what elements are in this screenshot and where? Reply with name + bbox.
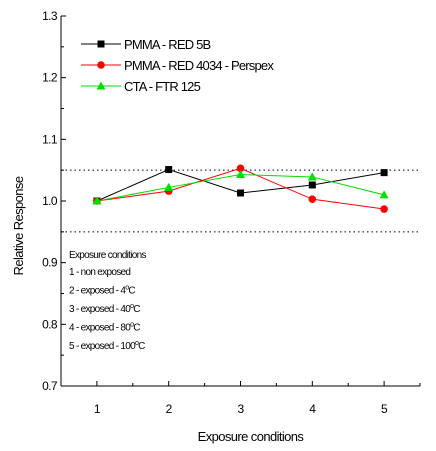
y-tick-label: 0.9: [42, 256, 58, 270]
x-tick-label: 4: [309, 402, 316, 416]
y-axis-title: Relative Response: [11, 176, 26, 275]
series-1-point: [380, 169, 388, 177]
annotation-line: 4 - exposed - 80oC: [69, 322, 140, 334]
y-tick-label: 1.0: [42, 194, 58, 208]
series-3-point: [92, 196, 102, 205]
x-tick-label: 3: [237, 402, 244, 416]
x-tick-label: 2: [166, 402, 173, 416]
series-3-point: [307, 172, 317, 181]
y-tick-label: 1.2: [42, 71, 58, 85]
series-3-point: [236, 169, 245, 178]
annotation-line: 2 - exposed - 4oC: [69, 285, 135, 297]
series-2-point: [236, 164, 245, 173]
series-1-point: [237, 189, 244, 197]
series-2-point: [308, 195, 317, 203]
legend-marker-3: [96, 81, 106, 90]
y-tick-label: 1.1: [42, 132, 58, 146]
y-tick-label: 0.7: [42, 379, 58, 393]
x-tick-label: 1: [94, 402, 101, 416]
series-1-point: [165, 166, 173, 174]
series-1-point: [308, 181, 316, 189]
x-axis-title: Exposure conditions: [198, 429, 305, 444]
y-tick-label: 1.3: [42, 9, 58, 23]
legend-marker-2: [97, 61, 105, 69]
series-2-point: [380, 205, 388, 213]
series-3-point: [379, 190, 389, 199]
legend-marker-1: [97, 40, 105, 48]
annotation-line: 1 - non exposed: [69, 267, 130, 278]
legend-label-1: PMMA - RED 5B: [124, 37, 211, 52]
annotation-line: 5 - exposed - 100oC: [69, 340, 145, 352]
series-line-3: [96, 173, 385, 202]
annotation-line: 3 - exposed - 40oC: [69, 303, 140, 315]
series-3-point: [164, 182, 174, 191]
legend-label-2: PMMA - RED 4034 - Perspex: [124, 58, 274, 73]
annotation-title: Exposure conditions: [69, 250, 146, 261]
y-tick-label: 0.8: [42, 317, 58, 331]
x-tick-label: 5: [381, 402, 388, 416]
legend-label-3: CTA - FTR 125: [124, 79, 201, 94]
